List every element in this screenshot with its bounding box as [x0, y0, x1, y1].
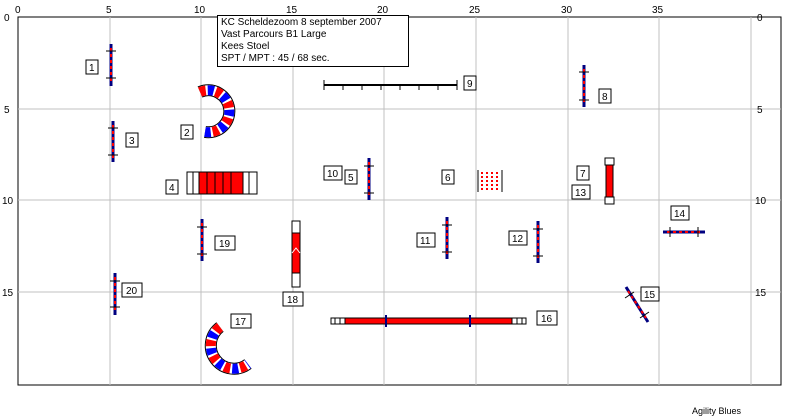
obstacle-labels: 1 2 3 4 5 6 7 8 9 10 11 12 13 14 15 16 1…: [85, 59, 690, 329]
x-tick: 20: [377, 5, 389, 16]
y-axis-ticks-right: 0 5 10 15: [755, 13, 767, 299]
label-1: 1: [85, 59, 99, 75]
label-text: 11: [420, 236, 431, 247]
label-10: 10: [323, 165, 343, 181]
label-text: 9: [467, 79, 473, 90]
hurdle-14: [663, 227, 705, 237]
label-text: 2: [184, 128, 190, 139]
hurdle-3: [108, 121, 118, 162]
label-text: 12: [512, 234, 524, 245]
label-text: 18: [287, 295, 299, 306]
label-text: 7: [580, 169, 586, 180]
hurdle-8: [579, 65, 589, 107]
hurdle-12: [533, 221, 543, 263]
y-tick: 10: [755, 196, 767, 207]
grid: [18, 17, 781, 385]
label-text: 13: [575, 188, 587, 199]
label-14: 14: [670, 205, 690, 221]
label-text: 15: [644, 290, 656, 301]
x-tick: 0: [15, 5, 21, 16]
hurdle-5: [364, 158, 374, 200]
y-tick: 10: [2, 196, 14, 207]
course-info-box: KC Scheldezoom 8 september 2007 Vast Par…: [217, 15, 409, 67]
hurdle-1: [106, 44, 116, 86]
x-tick: 10: [194, 5, 206, 16]
info-course-class: Vast Parcours B1 Large: [221, 29, 327, 40]
label-7: 7: [576, 165, 590, 181]
hurdle-19: [197, 219, 207, 261]
label-text: 5: [348, 173, 354, 184]
label-17: 17: [230, 313, 252, 329]
label-text: 10: [327, 169, 339, 180]
label-8: 8: [598, 88, 612, 104]
label-text: 17: [235, 317, 247, 328]
label-6: 6: [441, 169, 455, 185]
label-text: 1: [89, 63, 95, 74]
label-text: 8: [602, 92, 608, 103]
dogwalk-16: [330, 315, 527, 327]
info-judge: Kees Stoel: [221, 41, 270, 52]
label-9: 9: [463, 75, 477, 91]
tunnel-4: [186, 171, 258, 195]
label-20: 20: [121, 282, 143, 298]
x-axis-ticks: 0 5 10 15 20 25 30 35: [15, 5, 664, 16]
label-11: 11: [416, 232, 436, 248]
x-tick: 5: [106, 5, 112, 16]
x-tick: 30: [561, 5, 573, 16]
hurdle-15: [624, 286, 650, 323]
label-16: 16: [536, 310, 558, 326]
weave-6: [477, 170, 504, 192]
bar-9: [323, 80, 458, 90]
label-text: 16: [541, 314, 553, 325]
y-tick: 0: [4, 13, 10, 24]
course-frame: [17, 16, 782, 386]
info-times: SPT / MPT : 45 / 68 sec.: [221, 53, 330, 64]
label-3: 3: [125, 132, 139, 148]
y-tick: 0: [757, 13, 763, 24]
y-axis-ticks-left: 0 5 10 15: [2, 13, 14, 299]
label-text: 20: [126, 286, 138, 297]
label-13: 13: [571, 184, 591, 200]
label-2: 2: [180, 124, 194, 140]
info-club-date: KC Scheldezoom 8 september 2007: [221, 17, 382, 28]
label-text: 19: [219, 239, 231, 250]
label-19: 19: [214, 235, 236, 251]
label-text: 3: [129, 136, 135, 147]
label-4: 4: [165, 179, 179, 195]
label-5: 5: [344, 169, 358, 185]
y-tick: 5: [4, 105, 10, 116]
label-12: 12: [508, 230, 528, 246]
y-tick: 15: [2, 288, 14, 299]
panel-7: [604, 157, 615, 205]
y-tick: 5: [757, 105, 763, 116]
label-text: 4: [169, 183, 175, 194]
x-tick: 35: [652, 5, 664, 16]
x-tick: 25: [469, 5, 481, 16]
credit-text: Agility Blues: [692, 406, 742, 416]
x-tick: 15: [286, 5, 298, 16]
panel-18: [291, 220, 301, 288]
y-tick: 15: [755, 288, 767, 299]
label-text: 6: [445, 173, 451, 184]
hurdle-20: [110, 273, 120, 315]
label-text: 14: [674, 209, 686, 220]
label-15: 15: [640, 286, 660, 302]
label-18: 18: [282, 291, 304, 307]
tunnel-2: [197, 84, 236, 139]
hurdle-11: [442, 217, 452, 259]
tunnel-17: [204, 322, 252, 375]
